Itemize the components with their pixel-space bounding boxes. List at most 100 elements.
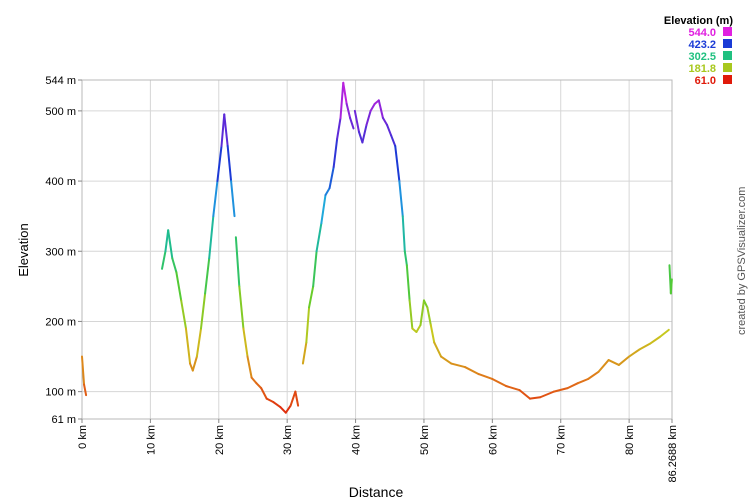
y-axis-label: Elevation xyxy=(16,223,31,276)
legend-entry-label: 423.2 xyxy=(688,39,716,51)
legend-swatch xyxy=(723,75,732,84)
legend-entry-label: 544.0 xyxy=(688,27,716,39)
legend-entry-label: 181.8 xyxy=(688,63,716,75)
elevation-line-piece xyxy=(171,257,178,274)
x-tick-label: 70 km xyxy=(556,425,568,455)
elevation-line-piece xyxy=(305,306,311,344)
x-tick-label: 86.2688 km xyxy=(667,425,679,482)
elevation-line-piece xyxy=(405,264,411,302)
elevation-line-piece xyxy=(422,299,429,309)
elevation-line-piece xyxy=(230,180,236,218)
elevation-line-piece xyxy=(398,180,404,218)
legend-entry-label: 61.0 xyxy=(695,75,716,87)
elevation-line-piece xyxy=(576,377,590,385)
elevation-segment xyxy=(161,113,236,372)
elevation-line-piece xyxy=(658,328,670,338)
elevation-line-piece xyxy=(429,323,436,344)
elevation-line-piece xyxy=(332,137,339,169)
elevation-line-piece xyxy=(408,299,414,330)
legend-swatch xyxy=(723,63,732,72)
y-axis-ticks: 61 m 100 m 200 m 300 m 400 m 500 m 544 m xyxy=(45,75,82,426)
legend-swatch xyxy=(723,51,732,60)
elevation-line-piece xyxy=(265,397,275,404)
elevation-line-piece xyxy=(184,327,192,365)
elevation-line-piece xyxy=(226,144,233,183)
elevation-line-piece xyxy=(345,102,352,119)
elevation-line-piece xyxy=(477,373,494,380)
elevation-line-piece xyxy=(339,81,345,119)
elevation-line-piece xyxy=(369,102,376,112)
elevation-line-piece xyxy=(175,271,183,302)
x-tick-label: 80 km xyxy=(624,425,636,455)
legend-entry-label: 302.5 xyxy=(688,51,716,63)
elevation-line-piece xyxy=(638,342,651,351)
y-tick-label: 200 m xyxy=(45,316,76,328)
elevation-line-piece xyxy=(518,389,531,400)
elevation-line-piece xyxy=(242,327,249,358)
legend-swatch xyxy=(723,27,732,36)
elevation-segment xyxy=(81,355,88,397)
x-tick-label: 10 km xyxy=(145,425,157,455)
elevation-line-piece xyxy=(669,278,673,295)
elevation-line-piece xyxy=(315,222,323,253)
x-tick-label: 60 km xyxy=(487,425,499,455)
elevation-line-piece xyxy=(386,123,393,137)
elevation-line-piece xyxy=(528,396,542,400)
elevation-line-piece xyxy=(433,341,443,358)
x-axis-label: Distance xyxy=(349,484,404,500)
x-tick-label: 30 km xyxy=(282,425,294,455)
elevation-line-piece xyxy=(377,99,384,119)
elevation-line-piece xyxy=(294,390,300,407)
elevation-line-piece xyxy=(223,113,229,147)
elevation-line-piece xyxy=(491,377,508,388)
plot-border xyxy=(81,79,673,420)
elevation-line-piece xyxy=(390,134,397,147)
elevation-line-piece xyxy=(365,109,372,126)
elevation-line-piece xyxy=(301,341,308,365)
elevation-line-piece xyxy=(167,229,174,260)
elevation-line-piece xyxy=(381,116,389,126)
elevation-line-piece xyxy=(419,299,425,326)
elevation-line-piece xyxy=(220,113,226,147)
y-tick-label: 300 m xyxy=(45,246,76,258)
elevation-line-piece xyxy=(208,215,215,260)
elevation-line-piece xyxy=(450,362,466,369)
elevation-segment xyxy=(668,264,673,295)
elevation-line-piece xyxy=(505,385,521,392)
elevation-line-piece xyxy=(180,299,187,330)
elevation-line-piece xyxy=(83,383,88,397)
elevation-line-piece xyxy=(336,116,342,140)
elevation-series xyxy=(81,81,673,414)
elevation-line-piece xyxy=(324,187,331,197)
elevation-segment xyxy=(234,236,300,414)
elevation-line-piece xyxy=(566,382,579,390)
legend-title: Elevation (m) xyxy=(664,15,733,27)
elevation-line-piece xyxy=(308,285,315,309)
elevation-line-piece xyxy=(403,250,408,267)
elevation-line-piece xyxy=(628,348,641,358)
elevation-line-piece xyxy=(255,382,263,390)
elevation-line-piece xyxy=(161,250,167,270)
elevation-line-piece xyxy=(607,359,620,366)
elevation-line-piece xyxy=(216,144,223,183)
x-axis-ticks: 0 km 10 km 20 km 30 km 40 km 50 km 60 km 70 km 8… xyxy=(77,419,679,482)
plot-frame xyxy=(81,79,673,420)
y-tick-label: 500 m xyxy=(45,106,76,118)
watermark: created by GPSVisualizer.com xyxy=(736,187,748,335)
elevation-line-piece xyxy=(312,250,318,288)
elevation-line-piece xyxy=(394,144,401,183)
elevation-line-piece xyxy=(552,387,569,393)
elevation-line-piece xyxy=(587,370,600,380)
elevation-line-piece xyxy=(212,180,219,218)
y-tick-label: 544 m xyxy=(45,75,76,87)
x-tick-label: 20 km xyxy=(214,425,226,455)
elevation-line-piece xyxy=(361,123,368,144)
x-tick-label: 0 km xyxy=(77,425,89,449)
elevation-line-piece xyxy=(191,355,198,372)
elevation-line-piece xyxy=(426,306,432,326)
elevation-line-piece xyxy=(342,81,348,105)
legend-swatch xyxy=(723,39,732,48)
